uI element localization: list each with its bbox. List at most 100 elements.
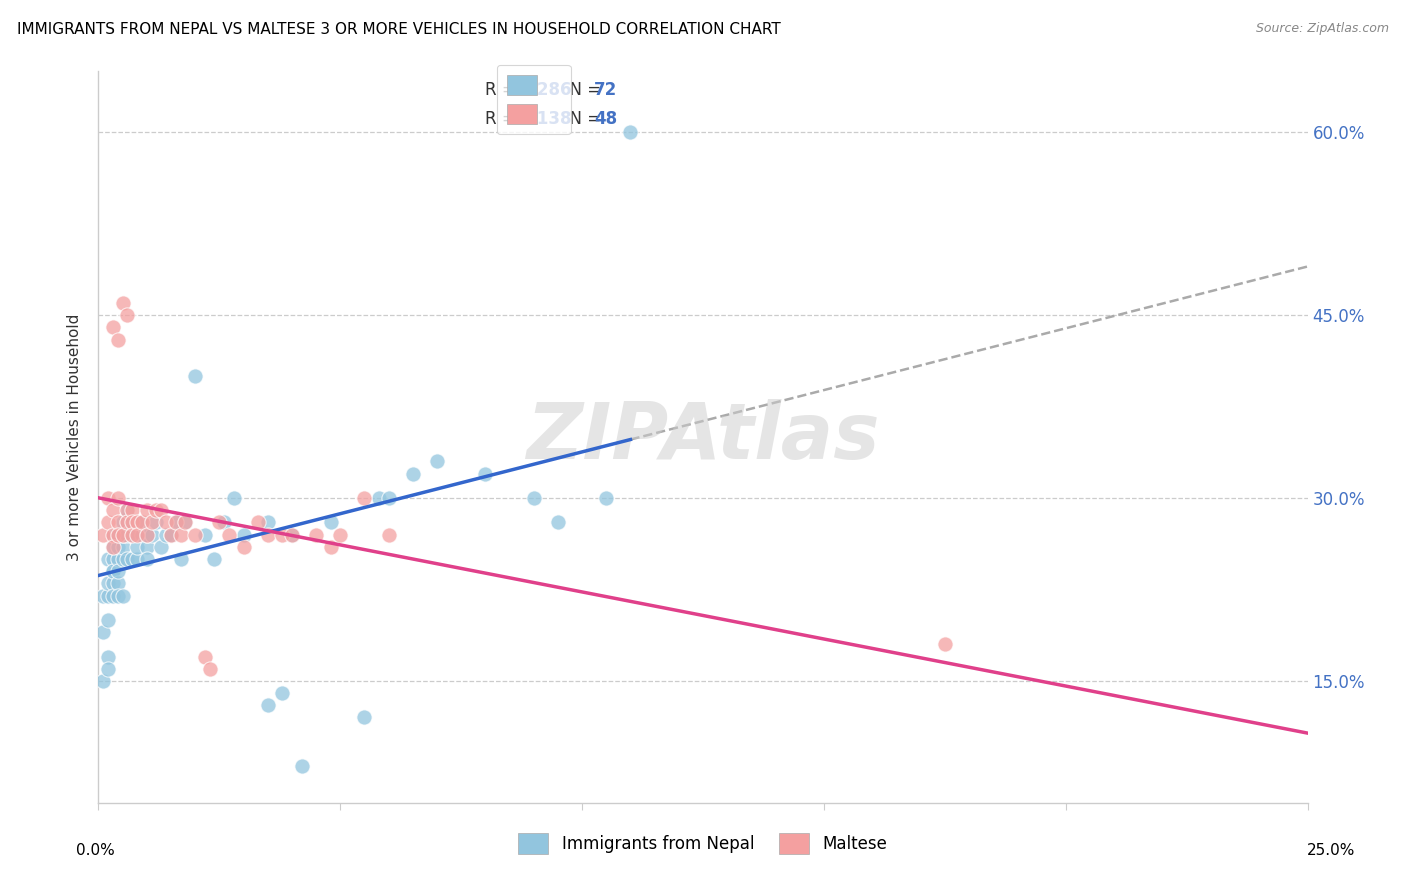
Point — [208, 516, 231, 530]
Point — [97, 589, 120, 603]
Point — [194, 527, 217, 541]
Point — [121, 516, 143, 530]
Point — [121, 516, 143, 530]
Point — [127, 527, 149, 541]
Text: 25.0%: 25.0% — [1308, 843, 1355, 858]
Point — [155, 527, 177, 541]
Text: N =: N = — [560, 80, 606, 99]
Point — [212, 516, 235, 530]
Text: Source: ZipAtlas.com: Source: ZipAtlas.com — [1256, 22, 1389, 36]
Point — [101, 527, 124, 541]
Point — [111, 516, 134, 530]
Text: 0.0%: 0.0% — [76, 843, 115, 858]
Point — [111, 540, 134, 554]
Text: IMMIGRANTS FROM NEPAL VS MALTESE 3 OR MORE VEHICLES IN HOUSEHOLD CORRELATION CHA: IMMIGRANTS FROM NEPAL VS MALTESE 3 OR MO… — [17, 22, 780, 37]
Point — [155, 516, 177, 530]
Point — [184, 369, 207, 384]
Point — [107, 552, 129, 566]
Point — [165, 516, 187, 530]
Point — [169, 552, 191, 566]
Point — [222, 491, 245, 505]
Point — [97, 576, 120, 591]
Point — [198, 662, 221, 676]
Point — [247, 516, 270, 530]
Point — [135, 527, 157, 541]
Point — [101, 540, 124, 554]
Point — [117, 516, 139, 530]
Point — [145, 516, 167, 530]
Point — [101, 564, 124, 578]
Point — [290, 759, 312, 773]
Point — [111, 527, 134, 541]
Point — [281, 527, 304, 541]
Point — [353, 491, 375, 505]
Point — [131, 516, 153, 530]
Point — [91, 527, 114, 541]
Point — [305, 527, 328, 541]
Y-axis label: 3 or more Vehicles in Household: 3 or more Vehicles in Household — [67, 313, 83, 561]
Point — [111, 527, 134, 541]
Point — [97, 613, 120, 627]
Point — [160, 527, 183, 541]
Point — [107, 564, 129, 578]
Point — [97, 552, 120, 566]
Point — [107, 516, 129, 530]
Point — [101, 503, 124, 517]
Point — [107, 540, 129, 554]
Point — [319, 540, 342, 554]
Point — [150, 540, 173, 554]
Point — [169, 527, 191, 541]
Legend: Immigrants from Nepal, Maltese: Immigrants from Nepal, Maltese — [512, 827, 894, 860]
Point — [184, 527, 207, 541]
Point — [523, 491, 546, 505]
Point — [111, 589, 134, 603]
Point — [131, 527, 153, 541]
Point — [107, 527, 129, 541]
Point — [135, 552, 157, 566]
Text: R =: R = — [485, 110, 522, 128]
Point — [101, 540, 124, 554]
Point — [121, 527, 143, 541]
Point — [271, 686, 294, 700]
Point — [595, 491, 617, 505]
Point — [117, 503, 139, 517]
Point — [271, 527, 294, 541]
Text: 0.138: 0.138 — [519, 110, 572, 128]
Point — [150, 503, 173, 517]
Point — [256, 698, 278, 713]
Point — [135, 527, 157, 541]
Point — [256, 516, 278, 530]
Point — [117, 503, 139, 517]
Point — [619, 125, 641, 139]
Point — [107, 527, 129, 541]
Point — [97, 516, 120, 530]
Point — [127, 540, 149, 554]
Point — [145, 503, 167, 517]
Point — [165, 516, 187, 530]
Point — [141, 516, 163, 530]
Point — [121, 527, 143, 541]
Point — [232, 540, 254, 554]
Point — [135, 540, 157, 554]
Point — [135, 503, 157, 517]
Point — [111, 552, 134, 566]
Text: 72: 72 — [595, 80, 617, 99]
Text: N =: N = — [560, 110, 606, 128]
Point — [91, 589, 114, 603]
Point — [117, 527, 139, 541]
Point — [194, 649, 217, 664]
Point — [117, 308, 139, 322]
Point — [127, 516, 149, 530]
Point — [121, 503, 143, 517]
Point — [474, 467, 496, 481]
Point — [934, 637, 956, 651]
Point — [402, 467, 425, 481]
Point — [101, 527, 124, 541]
Point — [232, 527, 254, 541]
Text: R =: R = — [485, 80, 522, 99]
Point — [141, 527, 163, 541]
Point — [127, 516, 149, 530]
Point — [174, 516, 197, 530]
Point — [97, 491, 120, 505]
Text: 0.286: 0.286 — [519, 80, 572, 99]
